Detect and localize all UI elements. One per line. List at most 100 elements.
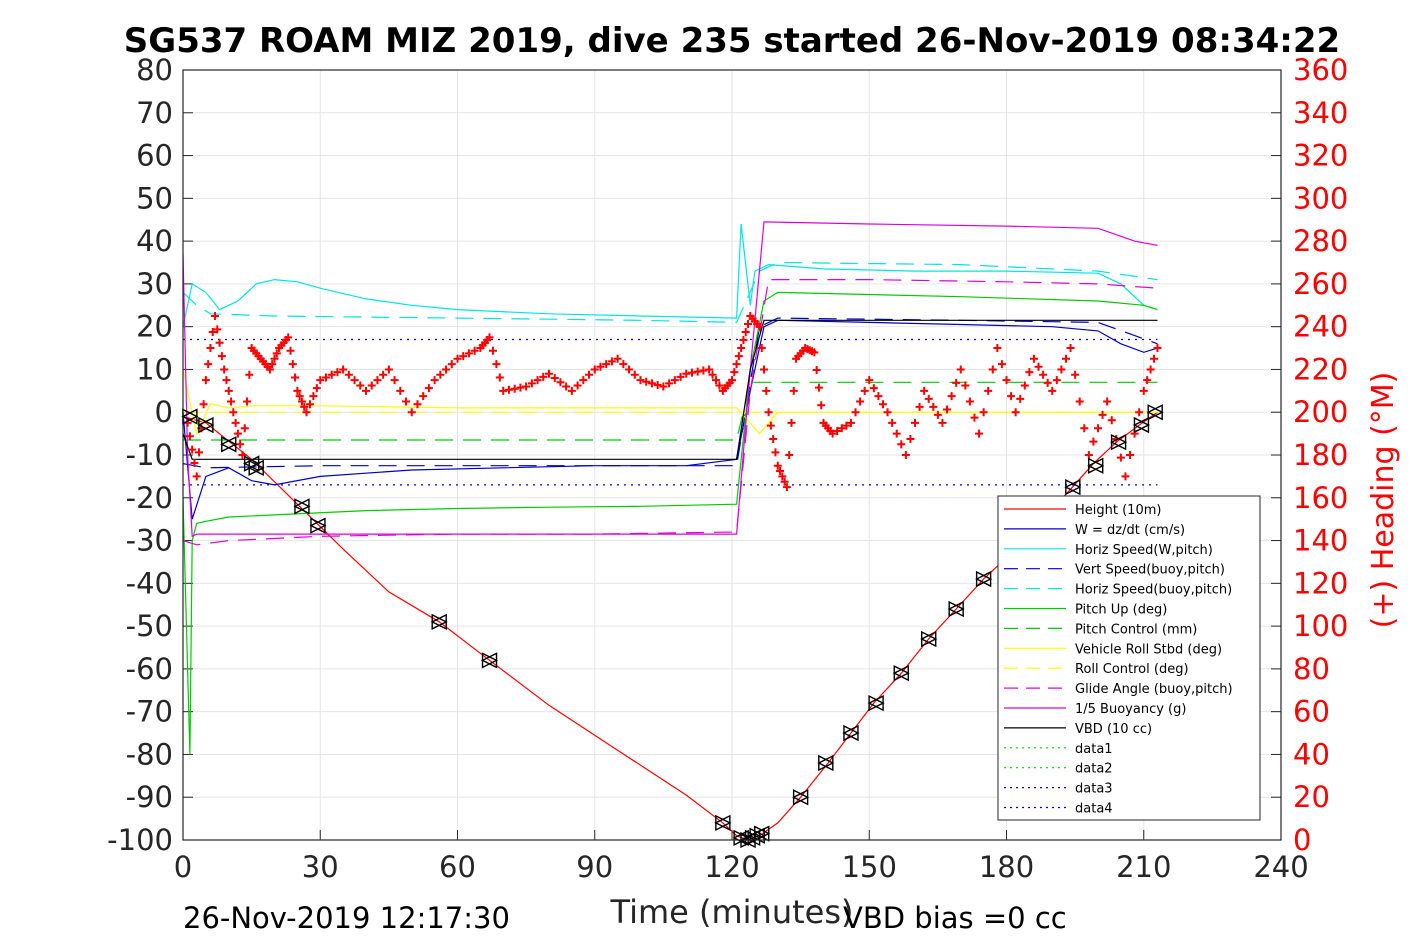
heading-point [708, 370, 717, 379]
marker-left-triangle [1146, 404, 1163, 421]
heading-point [782, 483, 791, 492]
x-tick-label: 30 [302, 850, 339, 884]
heading-point [1139, 386, 1148, 395]
heading-point [1075, 397, 1084, 406]
heading-point [302, 408, 311, 417]
marker-left-triangle [792, 789, 809, 806]
heading-point [344, 370, 353, 379]
heading-point [915, 402, 924, 411]
y-tick-label: -20 [126, 481, 173, 515]
heading-point [1002, 376, 1011, 385]
heading-point [470, 346, 479, 355]
marker-left-triangle [975, 570, 992, 588]
heading-point [1089, 437, 1098, 446]
heading-point [734, 352, 743, 361]
heading-point [1098, 410, 1107, 419]
legend-label: Pitch Up (deg) [1075, 603, 1167, 618]
heading-point [1048, 386, 1057, 395]
legend-label: Height (10m) [1075, 503, 1161, 518]
heading-point [789, 386, 798, 395]
heading-point [1052, 376, 1061, 385]
heading-point [288, 360, 297, 369]
footer-timestamp: 26-Nov-2019 12:17:30 [183, 901, 510, 935]
y-tick-label: 50 [136, 181, 173, 215]
legend-label: data2 [1075, 762, 1113, 777]
y-tick-label: 70 [136, 96, 173, 130]
heading-point [636, 376, 645, 385]
heading-point [297, 397, 306, 406]
heading-point [911, 418, 919, 427]
heading-point [869, 384, 878, 393]
heading-point [888, 418, 897, 427]
footer-vbd-bias: VBD bias =0 cc [843, 901, 1067, 935]
heading-point [245, 370, 254, 379]
heading-point [892, 429, 901, 438]
heading-point [1043, 378, 1052, 387]
y-tick-label: -90 [126, 780, 173, 814]
heading-point [943, 405, 952, 414]
heading-point [771, 448, 780, 457]
marker-left-triangle [1087, 457, 1104, 474]
series-line [183, 221, 1158, 538]
heading-point [217, 352, 226, 361]
heading-point [1150, 354, 1159, 363]
x-tick-label: 60 [439, 850, 476, 884]
chart-title: SG537 ROAM MIZ 2019, dive 235 started 26… [124, 21, 1340, 61]
heading-point [1126, 451, 1135, 459]
heading-point [961, 381, 970, 390]
heading-point [204, 360, 213, 369]
heading-point [585, 370, 594, 379]
x-tick-label: 120 [704, 850, 759, 884]
heading-point [619, 360, 628, 369]
y-axis-ticks: 80 70 60 50 40 30 20 10 0 -10 -20 -30 -40 -50 -60 -70 -8… [107, 53, 193, 857]
y-tick-label: -50 [126, 609, 173, 643]
y-tick-label: -100 [107, 823, 173, 857]
heading-point [1034, 362, 1043, 371]
heading-point [778, 472, 787, 481]
heading-point [201, 376, 210, 385]
heading-point [510, 384, 519, 393]
heading-point [776, 467, 785, 476]
heading-point [300, 402, 309, 411]
heading-point [231, 418, 240, 427]
legend-label: W = dz/dt (cm/s) [1075, 523, 1185, 538]
heading-point [1135, 408, 1144, 417]
heading-point [190, 459, 199, 468]
marker-left-triangle [1110, 434, 1127, 451]
heading-point [270, 354, 279, 363]
y-tick-label: -60 [126, 652, 173, 686]
heading-point [642, 377, 651, 386]
heading-point [906, 434, 915, 443]
heading-point [464, 349, 473, 358]
series-line [183, 291, 1158, 755]
heading-series [183, 311, 1162, 492]
heading-point [965, 397, 974, 406]
heading-point [488, 346, 497, 355]
y-tick-label: 0 [155, 395, 173, 429]
heading-point [195, 448, 204, 457]
heading-point [233, 429, 242, 438]
heading-point [1066, 344, 1075, 353]
y-right-tick-label: 320 [1293, 139, 1348, 173]
heading-point [459, 352, 468, 361]
y-right-tick-label: 140 [1293, 524, 1348, 558]
marker-left-triangle [817, 754, 834, 772]
legend-label: data1 [1075, 742, 1113, 757]
marker-left-triangle [293, 498, 310, 515]
heading-point [550, 374, 559, 382]
heading-point [316, 376, 325, 385]
heading-point [453, 354, 462, 363]
heading-point [711, 376, 720, 385]
heading-point [213, 325, 222, 334]
heading-point [362, 386, 370, 395]
heading-point [208, 328, 217, 337]
heading-point [715, 381, 724, 390]
heading-point [901, 451, 910, 459]
y-tick-label: 80 [136, 53, 173, 87]
heading-point [350, 376, 359, 385]
marker-left-triangle [220, 436, 237, 453]
heading-point [545, 369, 553, 378]
heading-point [682, 369, 691, 378]
marker-left-triangle [947, 600, 964, 618]
heading-point [407, 408, 416, 417]
